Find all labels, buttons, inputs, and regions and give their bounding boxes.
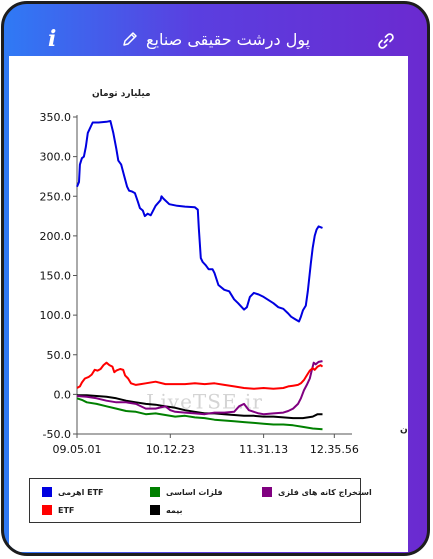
watermark: LiveTSE.ir <box>146 390 263 414</box>
y-tick-label: 50.0 <box>47 349 72 362</box>
series-line <box>76 397 323 431</box>
y-tick-label: 250.0 <box>40 190 72 203</box>
link-icon[interactable] <box>377 32 395 50</box>
legend-label: فلزات اساسی <box>166 487 223 497</box>
y-tick-label: 300.0 <box>40 151 72 164</box>
legend-item[interactable]: بیمه <box>150 505 182 515</box>
legend-label: ETF اهرمی <box>58 487 104 497</box>
series-line <box>76 361 324 390</box>
series-line <box>76 120 323 323</box>
page-title: پول درشت حقیقی صنایع <box>146 29 311 49</box>
legend-swatch <box>150 505 160 515</box>
legend-swatch <box>42 505 52 515</box>
series-line <box>76 360 323 416</box>
legend-label: بیمه <box>166 505 183 515</box>
info-icon[interactable]: i <box>48 26 57 52</box>
chart-panel: LiveTSE.ir میلیارد تومان 350.0 300.0 250.0 20… <box>9 56 422 552</box>
legend-item[interactable]: ETF <box>42 505 74 515</box>
legend-item[interactable]: استخراج کانه های فلزی <box>262 487 372 497</box>
y-tick-label: 350.0 <box>40 111 72 124</box>
x-tick-label: 11.31.13 <box>239 443 288 456</box>
header-bar: i پول درشت حقیقی صنایع <box>4 4 427 58</box>
y-tick-label: 100.0 <box>40 309 72 322</box>
legend-swatch <box>262 487 272 497</box>
legend-swatch <box>42 487 52 497</box>
pencil-icon[interactable] <box>122 31 138 47</box>
y-tick-label: -50.0 <box>43 428 71 441</box>
y-tick-label: 200.0 <box>40 230 72 243</box>
legend-item[interactable]: ETF اهرمی <box>42 487 104 497</box>
y-tick-label: 150.0 <box>40 270 72 283</box>
legend-label: استخراج کانه های فلزی <box>278 487 372 497</box>
line-chart: LiveTSE.ir میلیارد تومان 350.0 300.0 250.0 20… <box>40 89 422 456</box>
y-axis-label: میلیارد تومان <box>92 89 151 99</box>
chart-legend: ETF اهرمی فلزات اساسی استخراج کانه های فلز… <box>29 478 372 523</box>
title-group: پول درشت حقیقی صنایع <box>122 26 310 52</box>
x-tick-label: 12.35.56 <box>310 443 359 456</box>
legend-label: ETF <box>58 505 75 515</box>
x-tick-label: 09.05.01 <box>53 443 102 456</box>
legend-item[interactable]: فلزات اساسی <box>150 487 223 497</box>
legend-swatch <box>150 487 160 497</box>
y-tick-label: 0.0 <box>54 388 72 401</box>
x-axis-label: زمان <box>400 425 408 435</box>
x-tick-label: 10.12.23 <box>146 443 195 456</box>
